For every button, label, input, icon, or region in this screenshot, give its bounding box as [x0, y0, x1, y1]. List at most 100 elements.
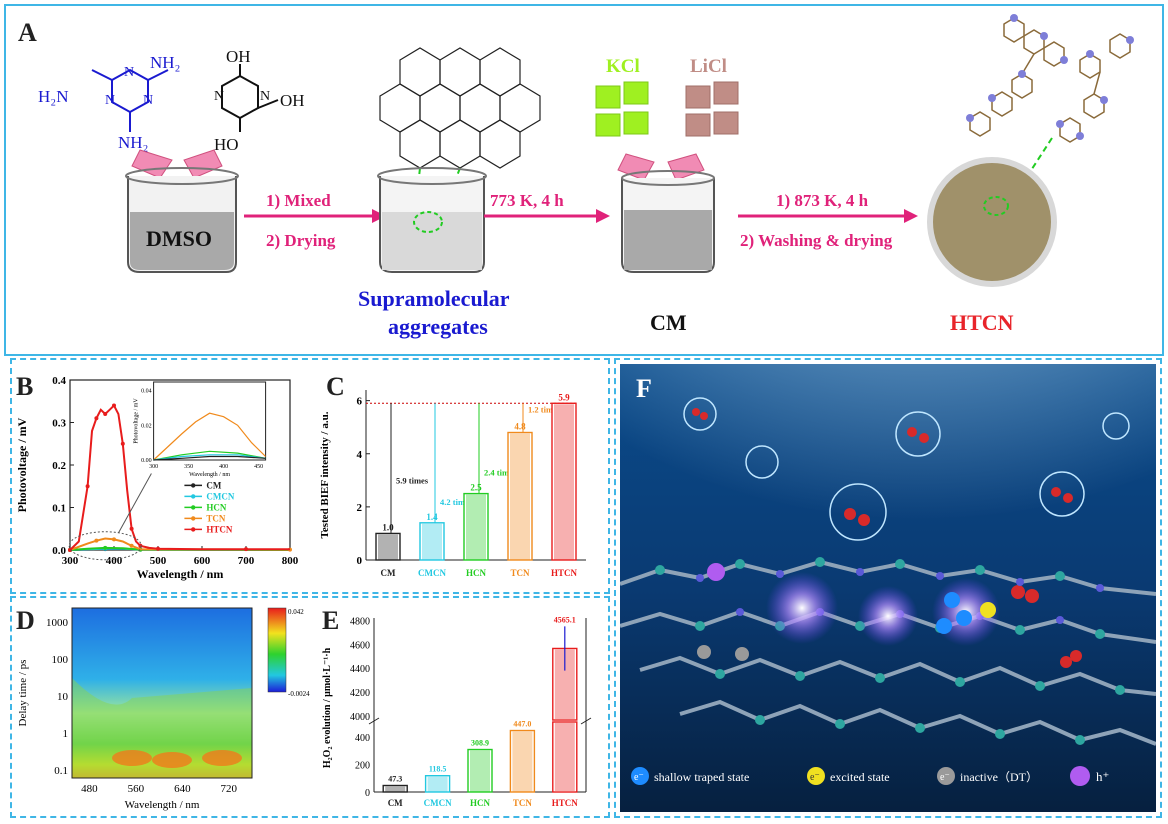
oxygen-atoms — [692, 408, 1082, 668]
chart-e-bar-fill — [554, 649, 575, 719]
chart-c-value-label: 5.9 — [558, 392, 570, 402]
chart-c-value-label: 2.5 — [470, 483, 482, 493]
chart-e-break-left — [368, 717, 380, 725]
chart-e-ytick-label: 4200 — [350, 688, 370, 699]
licl-label: LiCl — [690, 56, 727, 77]
legend-shallow-label: shallow traped state — [654, 770, 749, 784]
cyanuric-structure — [221, 64, 279, 132]
chart-d-ylabel: Delay time / ps — [17, 660, 29, 727]
chart-b-point-htcn — [103, 412, 108, 416]
chart-e-ytick-label: 4800 — [350, 616, 370, 627]
chart-c-ytick-label: 0 — [357, 555, 363, 567]
chart-e-bar-fill — [554, 723, 575, 791]
chart-e-break-right — [580, 717, 592, 725]
panel-a-illustration: NH₂ H₂N NH₂ N N N OH HO OH N N DMSO 1) M… — [38, 14, 1134, 339]
panel-label-a: A — [18, 18, 37, 47]
chart-c-bar-fill — [510, 433, 530, 560]
chart-e-category-label: CM — [388, 798, 403, 808]
chart-d-heatmap-hotspot — [112, 750, 152, 766]
label-htcn: HTCN — [950, 310, 1014, 335]
chart-b-point-htcn — [112, 403, 116, 408]
chart-d-heatmap-hotspot — [202, 750, 242, 766]
chart-b-inset-xtick-label: 300 — [149, 464, 158, 470]
chart-b-inset-line-cm — [153, 455, 266, 461]
kcl-label: KCl — [606, 56, 640, 77]
chart-e-bar — [552, 721, 578, 793]
chart-b-legend-label: CMCN — [206, 491, 234, 501]
chart-e-bar-fill — [470, 750, 490, 792]
panel-label-e: E — [322, 606, 340, 635]
chart-e-h2o2: 0 200 400 4000 4200 4400 4600 4800 H₂O₂ evolutio… — [322, 615, 592, 808]
panel-bc-frame — [10, 358, 610, 594]
chart-b-inset-ytick-label: 0.02 — [141, 423, 152, 429]
chart-b-point-htcn — [138, 543, 143, 548]
label-supramolecular: Supramolecular — [358, 286, 510, 311]
chart-c-bar — [375, 532, 401, 561]
chart-b-inset-line-cmcn — [153, 454, 266, 461]
legend-inactive-sym: e⁻ — [940, 772, 950, 783]
beaker-cm-icon — [621, 170, 715, 273]
panel-label-f: F — [636, 374, 652, 403]
beaker-dmso-icon — [125, 167, 239, 273]
chart-b-photovoltage: 300 400 500 600 700 800 0.0 0.1 0.2 0.3 0.4 Wavelen… — [15, 375, 299, 581]
chart-c-bar-fill — [554, 404, 574, 560]
chart-e-value-label: 118.5 — [429, 765, 447, 774]
chart-b-inset-ytick-label: 0.00 — [141, 458, 152, 464]
melamine-n3: N — [143, 93, 153, 108]
chart-c-bief: 0 2 4 6 Tested BIEF intensity / a.u. 1.0 CM 5.9… — [319, 390, 586, 578]
chart-c-bar — [419, 522, 445, 561]
chart-d-ytick-label: 100 — [52, 654, 69, 666]
chart-b-point-htcn — [94, 416, 99, 421]
label-cm: CM — [650, 310, 687, 335]
pink-arrow-left-icon — [131, 149, 173, 179]
chart-b-ytick-label: 0.2 — [52, 460, 66, 472]
melamine-h2n-left: H₂N — [38, 87, 68, 106]
cyanuric-oh-top: OH — [226, 47, 251, 66]
chart-e-bar-fill — [512, 731, 533, 792]
chart-d-colorbar-max: 0.042 — [288, 608, 304, 616]
htcn-powder-icon — [930, 160, 1054, 284]
chart-d-ytick-label: 10 — [57, 691, 69, 703]
electron-spheres — [697, 563, 996, 661]
chart-e-value-label: 447.0 — [513, 720, 531, 729]
chart-b-xtick-label: 800 — [282, 555, 299, 567]
melamine-n2: N — [105, 93, 115, 108]
chart-c-annotation: 5.9 times — [396, 475, 429, 485]
arrow-step3-icon — [904, 209, 918, 223]
pink-arrow-right-icon — [183, 149, 223, 179]
h2o2-bubbles — [683, 397, 1130, 541]
panel-label-d: D — [16, 606, 35, 635]
legend-excited-icon — [807, 767, 825, 785]
chart-b-inset-ylabel: Photovoltage / mV — [134, 398, 140, 444]
solvent-label: DMSO — [146, 226, 212, 251]
chart-e-ytick-label: 4000 — [350, 712, 370, 723]
step2-label: 773 K, 4 h — [490, 191, 564, 210]
chart-e-category-label: TCN — [513, 798, 533, 808]
legend-inactive-icon — [937, 767, 955, 785]
htcn-molecule-icon — [969, 17, 1131, 143]
cyanuric-ho-bottom: HO — [214, 135, 239, 154]
chart-b-legend-marker — [191, 516, 196, 521]
chart-c-category-label: HTCN — [551, 568, 578, 578]
chart-e-bar-fill — [385, 786, 406, 792]
melamine-nh2-bottom: NH₂ — [118, 133, 148, 152]
arrow-step2-icon — [596, 209, 610, 223]
chart-e-ytick-label: 4600 — [350, 640, 370, 651]
chart-e-ytick-label: 4400 — [350, 664, 370, 675]
chart-b-point-hcn — [103, 545, 108, 550]
chart-c-category-label: HCN — [466, 568, 487, 578]
cyanuric-n1: N — [214, 89, 224, 104]
chart-b-ylabel: Photovoltage / mV — [15, 417, 29, 512]
chart-d-ytick-label: 1 — [63, 728, 69, 740]
chart-c-bar — [507, 431, 533, 561]
chart-c-ytick-label: 4 — [357, 449, 363, 461]
panel-label-c: C — [326, 372, 345, 401]
chart-b-legend-marker — [191, 483, 196, 488]
legend-excited-sym: e⁻ — [810, 772, 820, 783]
chart-c-value-label: 4.8 — [514, 422, 526, 432]
kcl-cubes-icon — [595, 81, 649, 137]
chart-c-bar — [551, 402, 577, 561]
melamine-n1: N — [124, 65, 134, 80]
chart-e-bar — [509, 729, 536, 793]
melamine-nh2-top: NH₂ — [150, 53, 180, 72]
